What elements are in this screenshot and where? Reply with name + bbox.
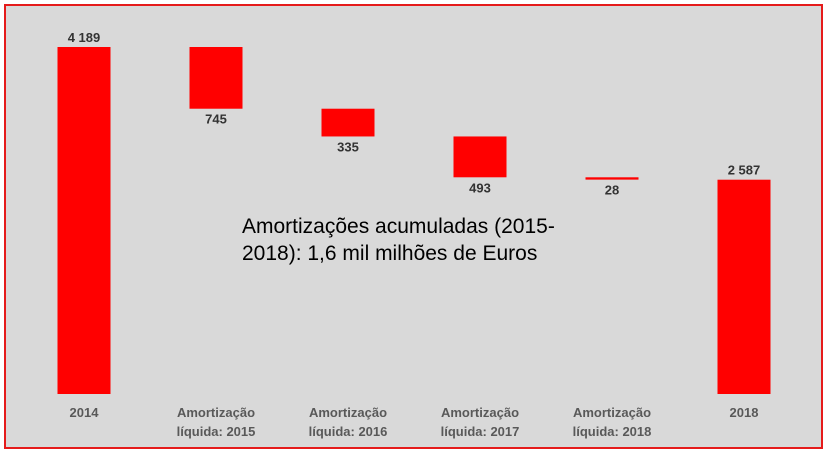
category-label-4-line-1: Amortização [573,405,651,420]
annotation-line-1: Amortizações acumuladas (2015- [242,215,555,238]
bar-3 [453,136,507,178]
value-label-3: 493 [469,180,491,195]
value-label-2: 335 [337,139,359,154]
annotation-line-2: 2018): 1,6 mil milhões de Euros [242,242,538,265]
value-label-4: 28 [605,183,619,198]
category-label-5: 2018 [730,405,759,420]
category-label-3-line-2: líquida: 2017 [441,424,520,439]
category-label-0: 2014 [70,405,100,420]
bar-4 [585,177,639,180]
category-label-2-line-2: líquida: 2016 [309,424,388,439]
bar-1 [189,47,243,109]
category-label-2-line-1: Amortização [309,405,387,420]
category-label-3-line-1: Amortização [441,405,519,420]
bar-0 [57,47,111,394]
plot-area [4,4,823,449]
chart-annotation: Amortizações acumuladas (2015- 2018): 1,… [242,213,602,267]
category-label-1-line-1: Amortização [177,405,255,420]
bar-2 [321,108,375,137]
value-label-5: 2 587 [728,163,761,178]
bar-5 [717,179,771,394]
category-label-4-line-2: líquida: 2018 [573,424,652,439]
value-label-0: 4 189 [68,30,101,45]
category-label-1-line-2: líquida: 2015 [177,424,256,439]
value-label-1: 745 [205,112,227,127]
